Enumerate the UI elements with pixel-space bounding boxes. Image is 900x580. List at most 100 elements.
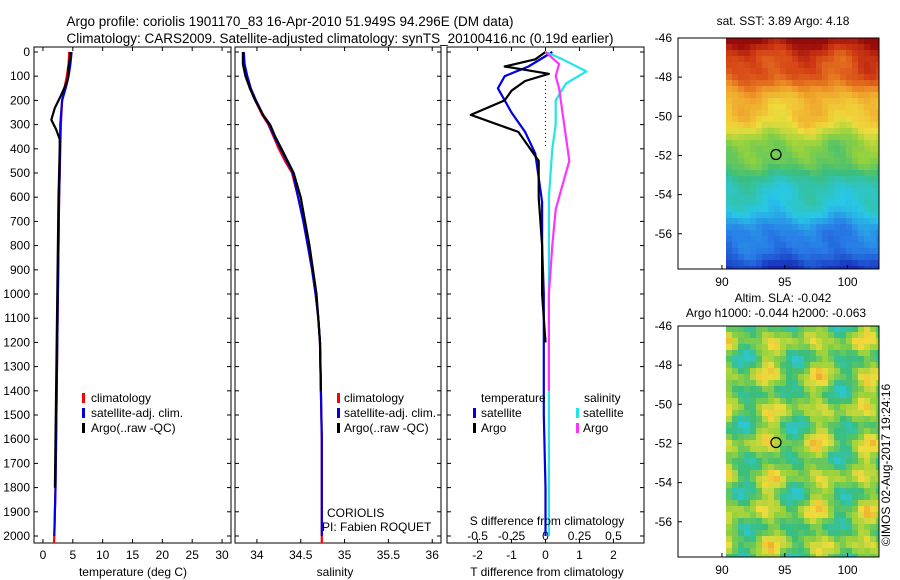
sla-cell [846,524,852,530]
sst-cell [864,248,870,254]
sst-cell [774,218,780,224]
sla-cell [726,530,732,536]
sla-cell [846,452,852,458]
sla-cell [834,512,840,518]
sla-cell [726,452,732,458]
sla-cell [798,422,804,428]
sst-cell [780,86,786,92]
sla-cell [750,452,756,458]
sla-cell [726,476,732,482]
sla-cell [816,362,822,368]
sla-cell [726,410,732,416]
x-tick-label: 10 [96,548,110,562]
sla-cell [762,344,768,350]
sla-cell [756,524,762,530]
sst-cell [756,92,762,98]
sla-cell [870,446,876,452]
sla-cell [756,434,762,440]
sla-cell [744,494,750,500]
sst-cell [870,152,876,158]
sst-cell [870,194,876,200]
sst-cell [798,224,804,230]
sla-cell [732,524,738,530]
sst-cell [858,86,864,92]
sst-cell [798,74,804,80]
sla-cell [810,374,816,380]
sla-cell [822,338,828,344]
sla-cell [756,530,762,536]
sst-cell [750,248,756,254]
sla-cell [828,326,834,332]
sst-cell [750,56,756,62]
sst-cell [870,206,876,212]
sst-cell [744,254,750,260]
sst-cell [780,110,786,116]
sst-cell [864,140,870,146]
sst-cell [870,50,876,56]
sst-cell [876,164,879,170]
sst-cell [834,224,840,230]
sla-cell [798,452,804,458]
sla-cell [816,410,822,416]
sst-cell [834,212,840,218]
sst-cell [858,128,864,134]
sst-cell [810,122,816,128]
sla-cell [876,452,879,458]
sst-cell [786,194,792,200]
sst-cell [870,212,876,218]
sla-cell [834,374,840,380]
sst-cell [840,230,846,236]
sst-cell [810,260,816,266]
sla-cell [804,548,810,554]
sla-cell [840,356,846,362]
sla-cell [852,356,858,362]
sst-cell [864,152,870,158]
sla-cell [804,506,810,512]
sst-cell [750,224,756,230]
sst-cell [816,38,822,44]
sst-cell [858,80,864,86]
sst-cell [828,110,834,116]
sst-cell [774,44,780,50]
sla-cell [792,410,798,416]
sst-cell [840,134,846,140]
sst-cell [732,230,738,236]
sla-cell [780,326,786,332]
sla-cell [756,422,762,428]
sla-cell [822,542,828,548]
sla-cell [864,410,870,416]
sst-cell [750,206,756,212]
sst-cell [786,182,792,188]
sla-cell [780,494,786,500]
sst-cell [750,80,756,86]
sst-cell [822,236,828,242]
sla-cell [750,446,756,452]
sst-cell [750,122,756,128]
x-tick-label: 0 [542,548,549,562]
sst-cell [840,248,846,254]
sst-cell [822,140,828,146]
sst-cell [840,224,846,230]
sst-cell [726,224,732,230]
sst-cell [870,122,876,128]
sla-cell [864,326,870,332]
sst-cell [786,224,792,230]
sla-cell [738,482,744,488]
sla-cell [876,338,879,344]
sst-cell [798,200,804,206]
sst-cell [858,242,864,248]
sla-cell [846,476,852,482]
sst-cell [804,104,810,110]
sla-cell [804,458,810,464]
sla-cell [804,440,810,446]
sla-cell [840,530,846,536]
sla-cell [828,398,834,404]
sst-cell [870,92,876,98]
sla-cell [732,404,738,410]
sla-cell [780,380,786,386]
sst-cell [846,266,852,269]
sst-cell [780,152,786,158]
sst-cell [840,254,846,260]
sla-cell [870,464,876,470]
sla-cell [858,344,864,350]
